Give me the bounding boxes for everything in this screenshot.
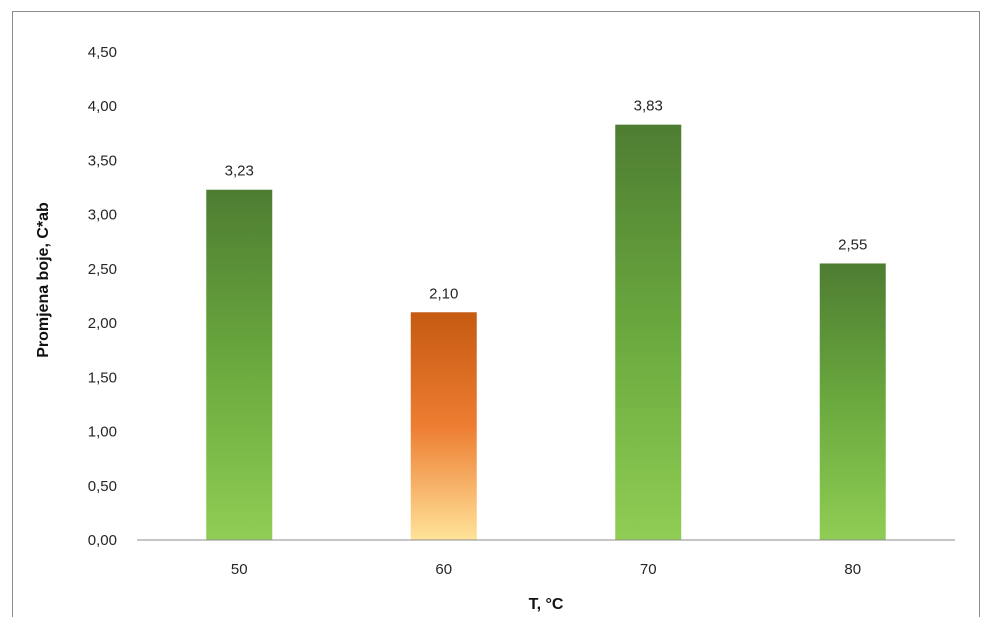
y-tick-label: 2,00 [88, 315, 117, 332]
data-label-50: 3,23 [225, 163, 254, 180]
data-label-70: 3,83 [634, 98, 663, 115]
x-tick-label: 60 [435, 561, 452, 578]
data-label-60: 2,10 [429, 285, 458, 302]
y-axis-ticks: 0,00 0,50 1,00 1,50 2,00 2,50 3,00 3,50 4,00 4,50 [88, 44, 117, 549]
x-tick-label: 70 [640, 561, 657, 578]
y-tick-label: 0,50 [88, 478, 117, 495]
bar-80 [819, 263, 886, 540]
y-tick-label: 3,00 [88, 207, 117, 224]
bar-60 [410, 312, 477, 540]
y-tick-label: 2,50 [88, 261, 117, 278]
data-labels: 3,23 2,10 3,83 2,55 [225, 98, 868, 303]
y-tick-label: 1,50 [88, 369, 117, 386]
bar-50 [206, 189, 273, 541]
y-tick-label: 4,50 [88, 44, 117, 61]
y-tick-label: 4,00 [88, 98, 117, 115]
y-tick-label: 1,00 [88, 424, 117, 441]
x-axis-title: T, °C [529, 596, 564, 613]
chart-frame [12, 11, 980, 617]
x-axis-ticks: 50 60 70 80 [231, 561, 861, 578]
y-tick-label: 0,00 [88, 532, 117, 549]
y-axis-title: Promjena boje, C*ab [35, 202, 52, 358]
x-tick-label: 80 [844, 561, 861, 578]
data-label-80: 2,55 [838, 236, 867, 253]
bar-70 [615, 124, 682, 540]
x-tick-label: 50 [231, 561, 248, 578]
bars [206, 124, 886, 541]
y-tick-label: 3,50 [88, 152, 117, 169]
